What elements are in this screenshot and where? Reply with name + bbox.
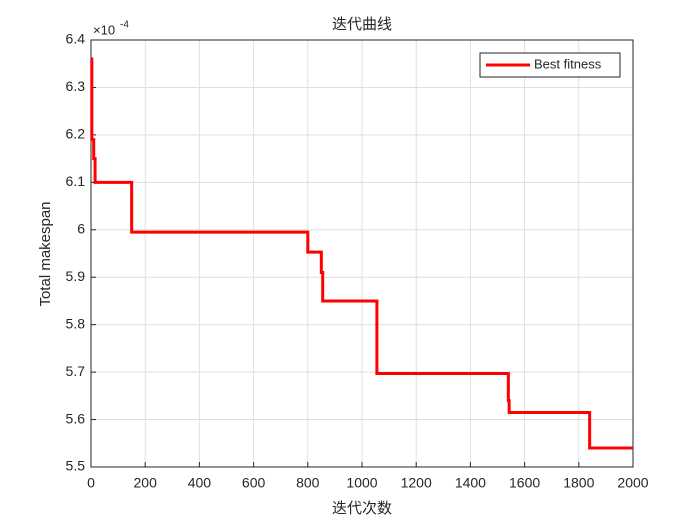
y-tick-label: 5.6: [66, 410, 86, 426]
x-tick-label: 2000: [617, 475, 648, 491]
y-tick-label: 6.2: [66, 126, 86, 142]
x-axis-label: 迭代次数: [332, 500, 392, 517]
y-tick-label: 6.4: [66, 31, 86, 47]
x-tick-label: 200: [134, 475, 158, 491]
x-tick-label: 1600: [509, 475, 540, 491]
y-exponent-base: ×10: [93, 22, 115, 37]
y-tick-label: 5.9: [66, 268, 86, 284]
x-tick-label: 800: [296, 475, 320, 491]
chart-title: 迭代曲线: [332, 16, 392, 33]
y-tick-label: 6.3: [66, 78, 86, 94]
plot-frame: [90, 39, 634, 468]
y-exponent: -4: [120, 20, 129, 31]
legend-label: Best fitness: [534, 56, 602, 71]
y-tick-label: 6: [77, 220, 85, 236]
y-axis-label: Total makespan: [37, 201, 54, 306]
x-tick-label: 0: [87, 475, 95, 491]
x-tick-label: 1800: [563, 475, 594, 491]
y-tick-label: 5.5: [66, 458, 86, 474]
y-tick-label: 5.7: [66, 363, 86, 379]
x-tick-label: 400: [188, 475, 212, 491]
y-tick-label: 6.1: [66, 173, 86, 189]
x-tick-label: 1200: [401, 475, 432, 491]
y-tick-label: 5.8: [66, 315, 86, 331]
x-tick-label: 600: [242, 475, 266, 491]
x-tick-label: 1000: [346, 475, 377, 491]
x-tick-label: 1400: [455, 475, 486, 491]
series-line: [90, 57, 633, 450]
